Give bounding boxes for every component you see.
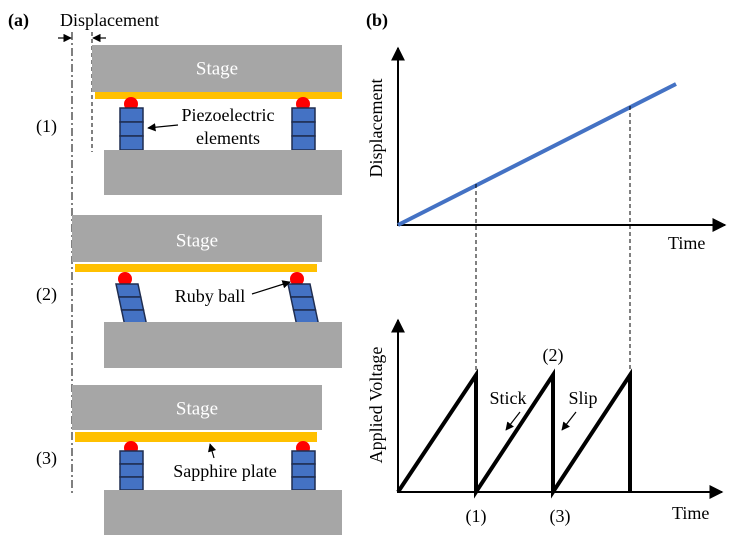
displacement-label: Displacement <box>60 10 159 30</box>
annotation: Stick <box>489 388 526 408</box>
marker-label: (2) <box>543 345 564 366</box>
piezo-stack <box>116 284 146 323</box>
arrow <box>210 444 214 458</box>
sapphire-plate <box>75 432 317 442</box>
stage-label: Stage <box>176 398 218 419</box>
annotation: Ruby ball <box>175 286 246 306</box>
x-axis-label: Time <box>668 233 705 253</box>
state-label: (3) <box>36 448 57 469</box>
stage-label: Stage <box>196 58 238 79</box>
piezo-stack <box>288 284 318 323</box>
arrow <box>562 412 576 430</box>
figure: (a) Displacement Stage (1) Piezoelectric… <box>0 0 733 541</box>
piezo-stack <box>292 451 315 490</box>
piezo-stack <box>292 108 315 150</box>
y-axis-label: Displacement <box>366 79 386 178</box>
piezo-stack <box>120 108 143 150</box>
y-axis-label: Applied Voltage <box>366 347 386 464</box>
piezo-stack <box>120 451 143 490</box>
marker-label: (1) <box>466 506 487 527</box>
annotation: Sapphire plate <box>173 461 276 481</box>
panel-label: (b) <box>366 10 388 31</box>
base <box>104 322 342 368</box>
state-label: (1) <box>36 116 57 137</box>
x-axis-label: Time <box>672 503 709 523</box>
annotation: Slip <box>568 388 597 408</box>
displacement-line <box>398 84 676 225</box>
marker-label: (3) <box>550 506 571 527</box>
annotation: elements <box>196 128 260 148</box>
arrow <box>148 125 178 128</box>
base <box>104 150 342 195</box>
base <box>104 490 342 535</box>
panel-label: (a) <box>8 10 29 31</box>
state-label: (2) <box>36 284 57 305</box>
stage-label: Stage <box>176 230 218 251</box>
arrow <box>252 282 290 294</box>
annotation: Piezoelectric <box>182 105 275 125</box>
sapphire-plate <box>75 264 317 272</box>
